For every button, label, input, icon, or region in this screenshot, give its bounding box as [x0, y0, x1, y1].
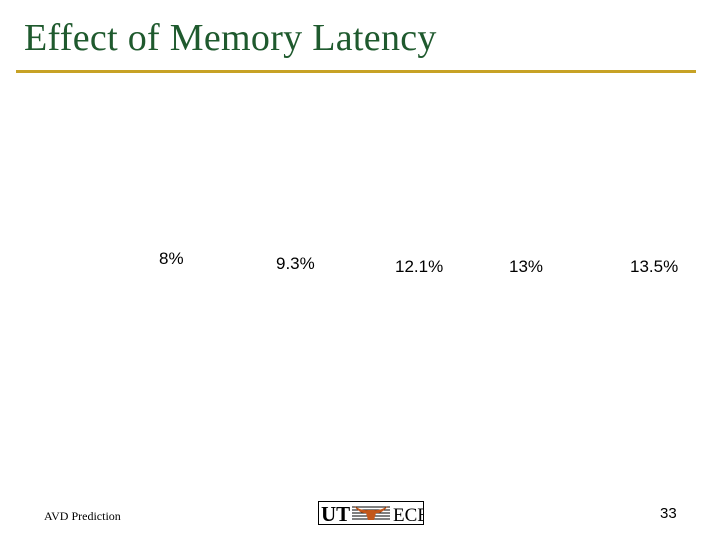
value-label: 13% [509, 257, 544, 276]
value-label: 13.5% [630, 257, 679, 276]
value-label: 8% [159, 249, 184, 268]
svg-text:UT: UT [321, 502, 350, 525]
slide-title: Effect of Memory Latency [24, 17, 437, 59]
title-divider [16, 70, 696, 73]
page-number: 33 [660, 505, 677, 522]
ut-ece-logo: UT ECE [318, 501, 429, 526]
svg-text:ECE: ECE [393, 505, 424, 525]
footer-label: AVD Prediction [44, 509, 121, 523]
value-label: 12.1% [395, 257, 444, 276]
value-label: 9.3% [276, 254, 315, 273]
longhorn-icon [351, 504, 391, 522]
